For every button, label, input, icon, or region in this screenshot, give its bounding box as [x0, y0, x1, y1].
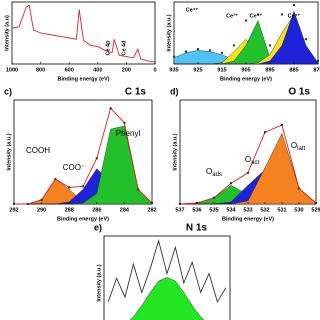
x-tick-label: 537	[175, 207, 184, 213]
data-point	[256, 13, 260, 16]
annotation-sub: ads	[212, 172, 222, 178]
data-point	[263, 131, 267, 134]
peak-area	[174, 10, 319, 65]
x-tick-label: 292	[9, 207, 18, 213]
panel-label: c)	[4, 86, 12, 96]
x-tick-label: 925	[193, 67, 202, 73]
spectrum-line	[11, 4, 156, 63]
data-point	[184, 50, 188, 53]
annotation: Ce⁴⁺	[186, 6, 199, 13]
annotation-sub: latt	[297, 146, 305, 152]
x-tick-label: 0	[153, 67, 156, 73]
x-tick-label: 400	[93, 67, 102, 73]
data-point	[137, 188, 140, 191]
data-point	[280, 13, 284, 16]
x-tick-label: 282	[147, 207, 156, 213]
panel-title: O 1s	[288, 87, 310, 98]
annotation: COO⁻	[63, 163, 85, 172]
annotation: Ce⁴⁺	[288, 12, 301, 19]
data-point	[68, 186, 71, 189]
x-tick-label: 284	[120, 207, 130, 213]
annotation-main: O	[291, 141, 297, 150]
x-tick-label: 800	[36, 67, 45, 73]
x-tick-label: 1000	[6, 67, 18, 73]
data-point	[292, 3, 296, 7]
annotation: Ce 4d	[121, 41, 127, 56]
data-point	[246, 171, 250, 174]
data-point	[316, 59, 320, 63]
annotation: Ce³⁺	[226, 12, 238, 19]
y-axis-label: Intensity (a.u.)	[172, 133, 178, 170]
x-tick-label: 200	[122, 67, 131, 73]
x-tick-label: 531	[277, 207, 286, 213]
x-tick-label: 905	[241, 67, 250, 73]
spectrum-line	[107, 239, 227, 303]
x-tick-label: 534	[226, 207, 236, 213]
data-point	[40, 198, 43, 202]
x-tick-label: 600	[65, 67, 74, 73]
x-tick-label: 529	[311, 207, 320, 213]
data-point	[280, 123, 284, 127]
x-tick-label: 895	[265, 67, 274, 73]
plot-frame	[11, 1, 156, 65]
panel-title: C 1s	[125, 87, 147, 98]
data-point	[229, 182, 233, 185]
data-point	[109, 107, 112, 110]
annotation: Ce⁴⁺	[250, 12, 263, 19]
x-tick-label: 885	[289, 67, 298, 73]
x-tick-label: 286	[92, 207, 101, 213]
x-axis-label: Binding energy (eV)	[58, 76, 110, 82]
data-point	[232, 44, 236, 47]
x-tick-label: 288	[65, 207, 74, 213]
annotation-sub: act	[251, 160, 259, 166]
x-axis-label: Binding energy (eV)	[222, 216, 274, 222]
annotation-main: O	[206, 167, 212, 176]
y-axis-label: Intensity (a.u.)	[96, 264, 102, 301]
panel-title: N 1s	[186, 223, 208, 234]
data-point	[54, 177, 57, 181]
data-point	[81, 185, 85, 188]
data-point	[220, 51, 224, 55]
data-point	[208, 49, 212, 52]
x-tick-label: 536	[192, 207, 201, 213]
annotation: Phenyl	[116, 129, 141, 138]
data-point	[212, 196, 216, 199]
x-tick-label: 935	[169, 67, 178, 73]
x-tick-label: 535	[209, 207, 218, 213]
x-axis-label: Binding energy (eV)	[220, 76, 272, 82]
annotation: Oact	[245, 155, 260, 165]
plot-frame	[103, 235, 231, 320]
data-point	[95, 157, 99, 160]
data-point	[196, 47, 200, 51]
annotation: Olatt	[291, 141, 306, 151]
x-tick-label: 875	[313, 67, 320, 73]
panel-label: e)	[94, 222, 102, 232]
x-tick-label: 533	[243, 207, 252, 213]
x-tick-label: 530	[294, 207, 303, 213]
x-tick-label: 532	[260, 207, 269, 213]
annotation: Ce 4p	[105, 40, 111, 56]
data-point	[304, 38, 308, 41]
annotation-main: O	[245, 155, 251, 164]
x-axis-label: Binding energy (eV)	[57, 216, 109, 222]
annotation: COOH	[26, 146, 50, 155]
y-axis-label: Intensity (a.u.)	[6, 133, 12, 170]
data-point	[297, 187, 301, 190]
panel-label: d)	[170, 86, 179, 96]
data-point	[123, 121, 126, 125]
data-point	[244, 19, 248, 22]
x-tick-label: 915	[217, 67, 226, 73]
data-point	[172, 55, 176, 58]
data-point	[268, 44, 272, 47]
x-tick-label: 290	[37, 207, 46, 213]
data-point	[26, 202, 29, 206]
annotation: Oads	[206, 167, 222, 177]
y-axis-label: Intensity (a.u)	[4, 15, 10, 51]
peak-area	[129, 277, 205, 320]
y-axis-label: Intensity (a.u.)	[166, 14, 172, 51]
